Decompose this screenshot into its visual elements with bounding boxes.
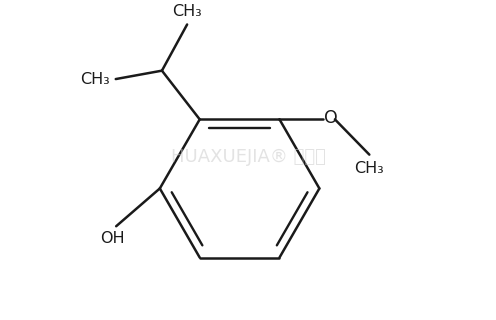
Text: O: O xyxy=(324,109,338,127)
Text: CH₃: CH₃ xyxy=(355,161,384,175)
Text: CH₃: CH₃ xyxy=(80,72,110,87)
Text: HUAXUEJIA® 化学加: HUAXUEJIA® 化学加 xyxy=(171,148,325,166)
Text: OH: OH xyxy=(101,231,125,246)
Text: CH₃: CH₃ xyxy=(172,4,202,19)
